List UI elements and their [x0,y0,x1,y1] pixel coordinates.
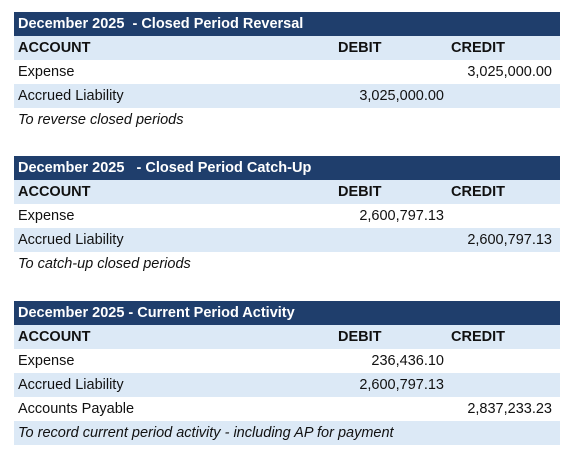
journal-entry-current-period-activity: December 2025 - Current Period Activity … [14,301,560,445]
entry-title: December 2025 - Current Period Activity [14,301,560,325]
credit-cell: 3,025,000.00 [467,64,552,80]
credit-cell: 2,600,797.13 [467,232,552,248]
entry-memo: To reverse closed periods [18,112,184,128]
debit-column-header: DEBIT [338,329,382,345]
memo-row: To catch-up closed periods [14,252,560,276]
credit-column-header: CREDIT [451,184,505,200]
debit-cell: 3,025,000.00 [359,88,444,104]
entry-title: December 2025 - Closed Period Reversal [14,12,560,36]
entry-line-row: Accrued Liability 3,025,000.00 [14,84,560,108]
debit-column-header: DEBIT [338,40,382,56]
account-cell: Expense [18,64,75,80]
account-cell: Expense [18,353,75,369]
account-cell: Accrued Liability [18,377,124,393]
credit-column-header: CREDIT [451,40,505,56]
memo-row: To reverse closed periods [14,108,560,132]
account-cell: Accounts Payable [18,401,135,417]
column-header-row: ACCOUNT DEBIT CREDIT [14,180,560,204]
account-column-header: ACCOUNT [18,329,91,345]
debit-column-header: DEBIT [338,184,382,200]
account-column-header: ACCOUNT [18,184,91,200]
entry-line-row: Accounts Payable 2,837,233.23 [14,397,560,421]
entry-line-row: Expense 236,436.10 [14,349,560,373]
credit-column-header: CREDIT [451,329,505,345]
entry-memo: To catch-up closed periods [18,256,191,272]
column-header-row: ACCOUNT DEBIT CREDIT [14,325,560,349]
entry-line-row: Accrued Liability 2,600,797.13 [14,228,560,252]
debit-cell: 236,436.10 [371,353,444,369]
entry-line-row: Accrued Liability 2,600,797.13 [14,373,560,397]
entry-line-row: Expense 2,600,797.13 [14,204,560,228]
account-cell: Accrued Liability [18,88,124,104]
debit-cell: 2,600,797.13 [359,208,444,224]
memo-row: To record current period activity - incl… [14,421,560,445]
entry-line-row: Expense 3,025,000.00 [14,60,560,84]
account-cell: Accrued Liability [18,232,124,248]
column-header-row: ACCOUNT DEBIT CREDIT [14,36,560,60]
credit-cell: 2,837,233.23 [467,401,552,417]
entry-memo: To record current period activity - incl… [18,425,394,441]
journal-entry-closed-period-reversal: December 2025 - Closed Period Reversal A… [14,12,560,132]
debit-cell: 2,600,797.13 [359,377,444,393]
account-column-header: ACCOUNT [18,40,91,56]
journal-entry-closed-period-catch-up: December 2025 - Closed Period Catch-Up A… [14,156,560,276]
account-cell: Expense [18,208,75,224]
entry-title: December 2025 - Closed Period Catch-Up [14,156,560,180]
